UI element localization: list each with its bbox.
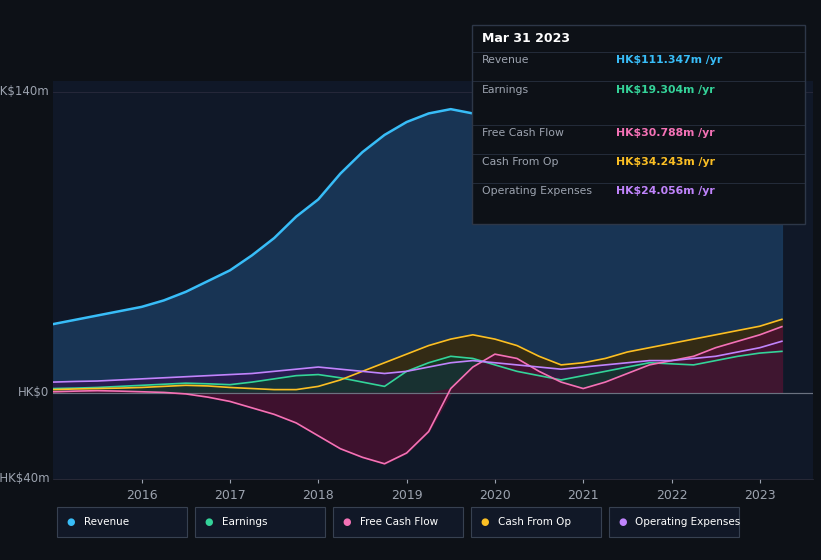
- Text: Earnings: Earnings: [222, 517, 267, 527]
- Text: Revenue: Revenue: [482, 55, 530, 66]
- Text: ●: ●: [618, 517, 626, 527]
- Text: ●: ●: [480, 517, 488, 527]
- Text: Cash From Op: Cash From Op: [482, 157, 558, 167]
- Text: Revenue: Revenue: [84, 517, 129, 527]
- Text: Free Cash Flow: Free Cash Flow: [360, 517, 438, 527]
- Text: Earnings: Earnings: [482, 85, 529, 95]
- Text: ●: ●: [67, 517, 75, 527]
- Text: Free Cash Flow: Free Cash Flow: [482, 128, 564, 138]
- Text: Operating Expenses: Operating Expenses: [635, 517, 741, 527]
- Text: HK$24.056m /yr: HK$24.056m /yr: [616, 186, 714, 197]
- Text: HK$140m: HK$140m: [0, 86, 49, 99]
- Text: HK$111.347m /yr: HK$111.347m /yr: [616, 55, 722, 66]
- Text: HK$34.243m /yr: HK$34.243m /yr: [616, 157, 715, 167]
- Text: HK$19.304m /yr: HK$19.304m /yr: [616, 85, 714, 95]
- Text: ●: ●: [204, 517, 213, 527]
- Text: -HK$40m: -HK$40m: [0, 472, 49, 486]
- Text: Operating Expenses: Operating Expenses: [482, 186, 592, 197]
- Text: HK$30.788m /yr: HK$30.788m /yr: [616, 128, 714, 138]
- Text: HK$0: HK$0: [18, 386, 49, 399]
- Text: Cash From Op: Cash From Op: [498, 517, 571, 527]
- Text: ●: ●: [342, 517, 351, 527]
- Text: Mar 31 2023: Mar 31 2023: [482, 32, 570, 45]
